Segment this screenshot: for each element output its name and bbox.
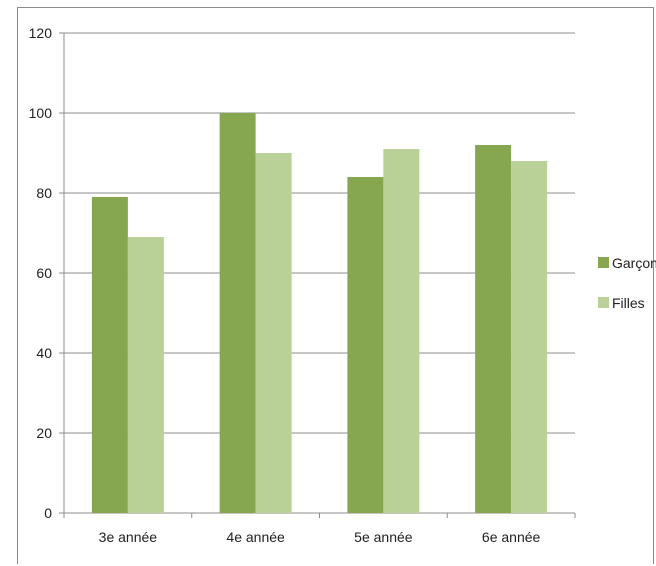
bar-garcon-1 (219, 113, 256, 513)
x-tick-label: 5e année (354, 529, 413, 545)
legend-label: Garçon (612, 255, 656, 271)
x-tick-labels: 3e année 4e année 5e année 6e année (99, 529, 541, 545)
legend-swatch (598, 257, 609, 268)
y-tick-label: 20 (36, 425, 52, 441)
x-tick-label: 4e année (226, 529, 285, 545)
legend-label: Filles (612, 295, 645, 311)
y-tick-labels: 0 20 40 60 80 100 120 (29, 25, 53, 521)
y-tick-label: 100 (29, 105, 53, 121)
bar-garcon-0 (91, 197, 128, 513)
bar-filles-1 (255, 153, 292, 513)
y-tick-label: 60 (36, 265, 52, 281)
y-tick-label: 40 (36, 345, 52, 361)
x-tick-label: 3e année (99, 529, 158, 545)
bars (91, 113, 548, 513)
bar-garcon-2 (347, 177, 384, 513)
legend: Garçon Filles (598, 255, 656, 311)
y-tick-label: 120 (29, 25, 53, 41)
bar-filles-3 (511, 161, 548, 513)
legend-swatch (598, 297, 609, 308)
y-tick-label: 0 (44, 505, 52, 521)
y-tick-label: 80 (36, 185, 52, 201)
x-tick-label: 6e année (482, 529, 541, 545)
bar-garcon-3 (475, 145, 512, 513)
bar-filles-2 (383, 149, 420, 513)
bar-filles-0 (127, 237, 164, 513)
